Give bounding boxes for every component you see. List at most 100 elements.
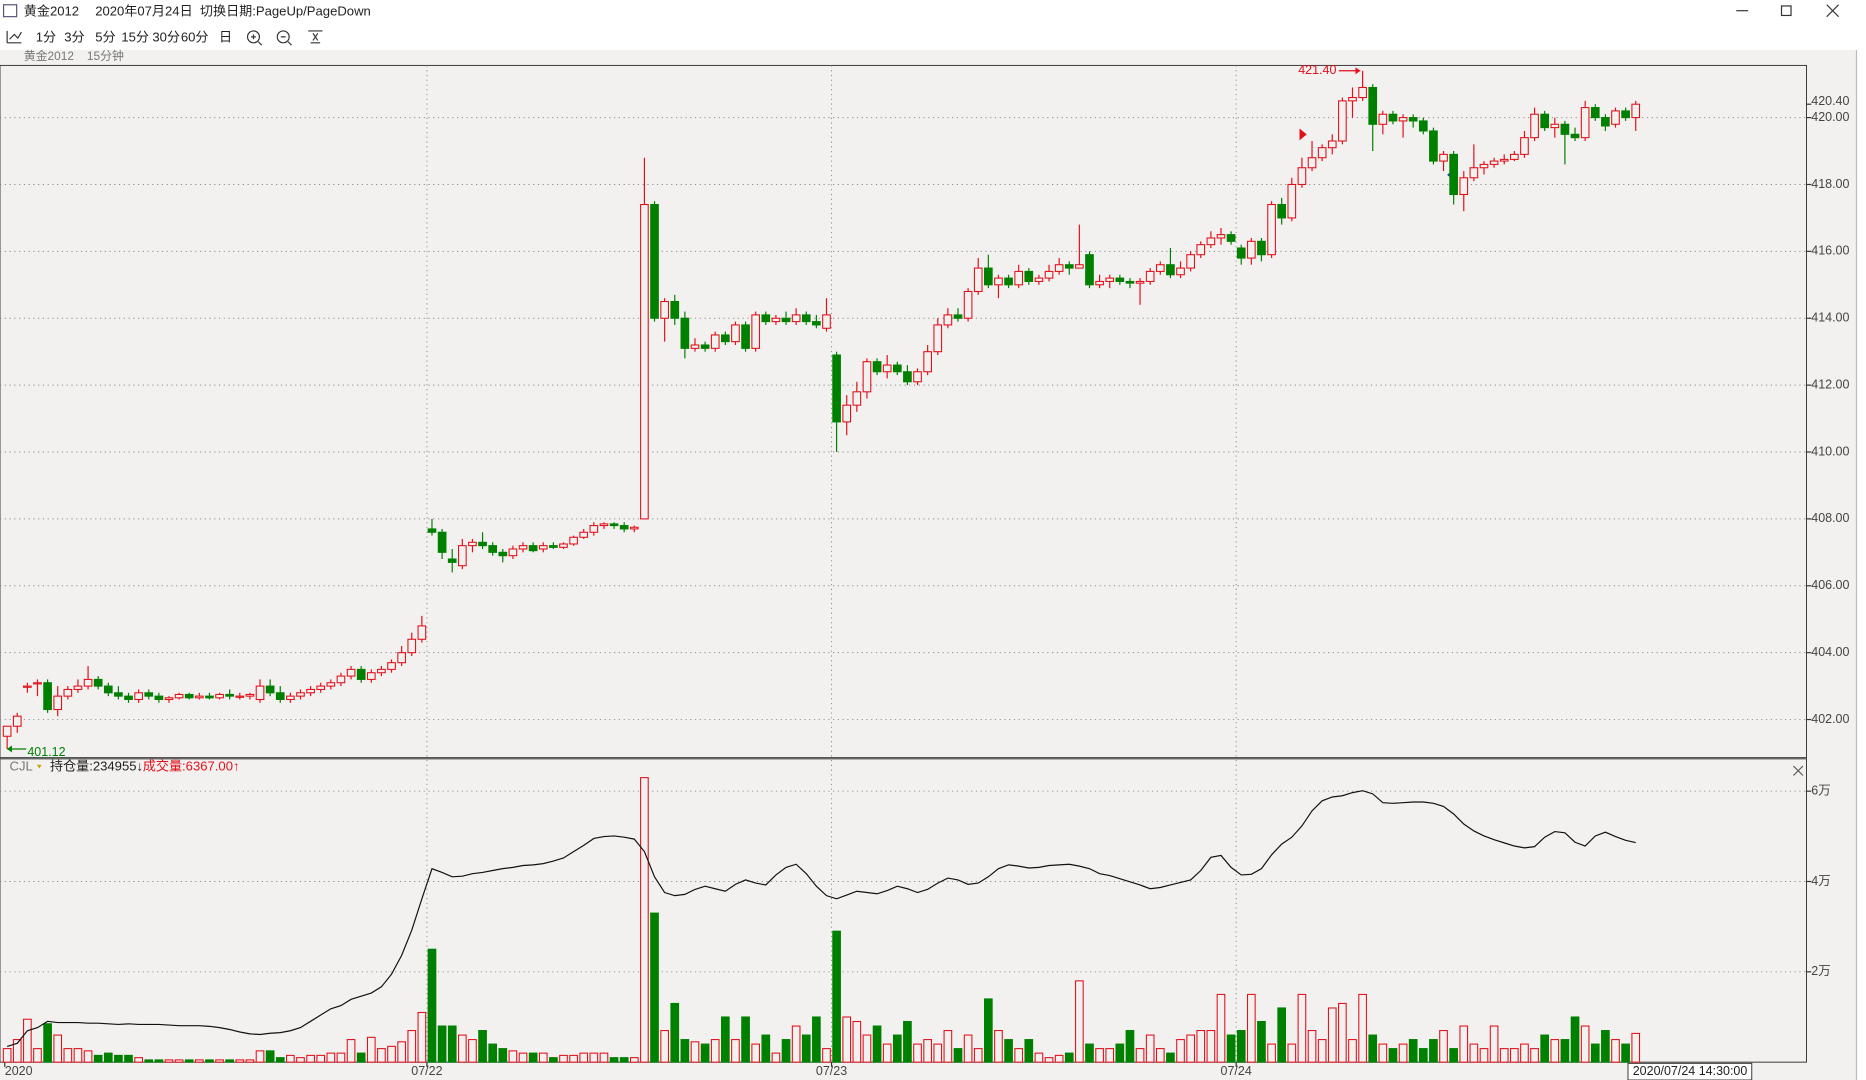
chart-bg [0, 49, 1857, 1080]
volume-bar [1216, 993, 1226, 1063]
volume-bar [650, 912, 659, 1063]
candle-body [1520, 137, 1529, 155]
volume-bar [255, 1050, 265, 1063]
candle-body [660, 300, 669, 319]
volume-bar [1246, 993, 1256, 1063]
volume-bar [43, 1023, 52, 1063]
candle-body [103, 685, 113, 694]
zoom-in-button[interactable] [246, 30, 263, 46]
period-button[interactable]: 15分 [121, 30, 149, 45]
candle-body [963, 290, 973, 319]
y-tick-label: 6万 [1811, 783, 1830, 797]
x-tick-label: 07/23 [816, 1064, 847, 1078]
candle-body [1358, 86, 1367, 99]
candle-body [1601, 117, 1610, 127]
volume-bar [1631, 1032, 1641, 1063]
volume-bar [33, 1048, 42, 1063]
close-button[interactable] [1826, 4, 1840, 18]
volume-bar [1459, 1025, 1469, 1063]
volume-bar [1277, 1007, 1287, 1063]
volume-bar [1429, 1039, 1438, 1063]
candle-body [194, 695, 204, 699]
candle-body [751, 314, 761, 349]
volume-bar [1044, 1057, 1054, 1063]
period-button[interactable]: 30分 [152, 30, 180, 45]
candle-body [124, 695, 133, 701]
zoom-out-button[interactable] [276, 30, 292, 46]
y-tick-label: 406.00 [1811, 578, 1849, 592]
candle-body [1540, 113, 1550, 129]
indicator-name[interactable]: CJL [10, 759, 33, 774]
candle-body [144, 692, 154, 697]
restore-button[interactable] [1780, 5, 1792, 17]
candle-body [1196, 244, 1206, 256]
candle-body [710, 334, 720, 349]
candle-body [1125, 280, 1135, 284]
indicator-dropdown[interactable] [36, 764, 42, 769]
period-button[interactable]: 60分 [181, 30, 209, 45]
volume-bar [437, 1025, 447, 1063]
volume-bar [599, 1052, 609, 1063]
candle-body [903, 371, 912, 383]
chart-icon[interactable] [6, 30, 22, 44]
candle-body [1257, 240, 1266, 256]
candle-body [83, 678, 93, 687]
volume-bar [1540, 1034, 1550, 1063]
volume-bar [1418, 1048, 1428, 1063]
candle-body [973, 267, 983, 293]
volume-bar [710, 1039, 720, 1063]
volume-bar [1358, 993, 1367, 1063]
volume-bar [1317, 1039, 1327, 1063]
candle-body [670, 300, 680, 319]
volume-bar [184, 1059, 194, 1063]
candle-body [356, 668, 366, 680]
volume-bar [852, 1020, 862, 1063]
volume-bar [498, 1048, 508, 1063]
volume-bar [1489, 1025, 1499, 1063]
candle-body [1135, 280, 1145, 284]
reset-button[interactable] [308, 30, 323, 44]
candle-body [417, 625, 427, 640]
volume-bar [1085, 1043, 1094, 1063]
candle-body [387, 662, 396, 670]
candle-body [1631, 103, 1641, 119]
chart-period: 15分钟 [87, 49, 124, 63]
candle-body [377, 668, 386, 674]
period-button[interactable]: 5分 [95, 30, 115, 45]
candle-body [1348, 96, 1357, 102]
candle-body [1075, 264, 1084, 269]
candle-body [812, 321, 821, 326]
volume-bar [1509, 1048, 1519, 1063]
candle-body [1388, 113, 1398, 122]
candle-body [12, 715, 22, 727]
candle-body [184, 693, 194, 699]
candle-body [33, 682, 42, 685]
candle-body [872, 361, 882, 373]
volume-bar [892, 1034, 902, 1063]
period-button[interactable]: 日 [219, 30, 232, 45]
candle-body [397, 652, 406, 664]
candle-body [1429, 130, 1438, 162]
volume-bar [619, 1057, 629, 1063]
candle-body [1277, 204, 1287, 219]
volume-bar [1075, 980, 1084, 1063]
volume-bar [1095, 1048, 1104, 1063]
candle-body [1469, 167, 1479, 179]
y-tick-label: 416.00 [1811, 244, 1849, 258]
volume-bar [265, 1050, 275, 1063]
volume-bar [316, 1054, 326, 1063]
period-button[interactable]: 1分 [36, 30, 56, 45]
close-indicator[interactable] [1792, 765, 1804, 776]
period-button[interactable]: 3分 [64, 30, 84, 45]
candle-body [720, 334, 730, 343]
volume-bar [933, 1043, 943, 1063]
candle-body [761, 314, 771, 323]
candle-body [63, 688, 73, 697]
volume-bar [174, 1059, 184, 1063]
y-tick-label: 412.00 [1811, 377, 1849, 391]
candle-body [549, 545, 558, 548]
candle-body [1054, 264, 1064, 272]
volume-bar [134, 1057, 143, 1063]
candle-body [528, 545, 538, 552]
x-tick-label: 07/24 [1221, 1064, 1252, 1078]
